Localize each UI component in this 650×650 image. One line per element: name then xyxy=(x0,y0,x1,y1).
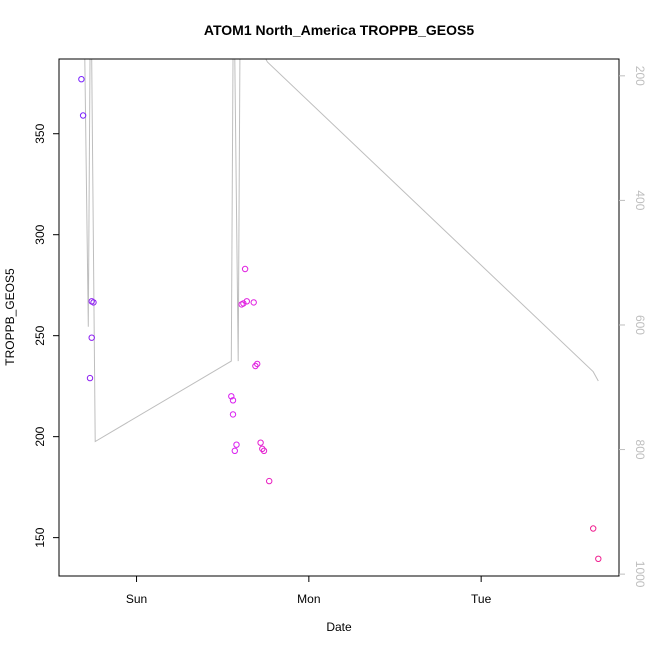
data-point xyxy=(233,441,240,448)
data-point xyxy=(259,445,266,452)
y-tick-label: 350 xyxy=(33,123,47,143)
x-tick-label: Tue xyxy=(471,592,492,606)
data-point xyxy=(257,439,264,446)
y2-tick-label: 1000 xyxy=(633,561,647,588)
series-line xyxy=(83,59,599,443)
data-point xyxy=(229,411,237,418)
data-point xyxy=(228,393,235,400)
y-tick-label: 300 xyxy=(33,224,47,244)
y-axis: 150 200 250 300 350 xyxy=(33,123,59,548)
chart-title: ATOM1 North_America TROPPB_GEOS5 xyxy=(204,22,474,38)
x-tick-label: Sun xyxy=(126,592,147,606)
x-axis-label: Date xyxy=(326,620,352,634)
points-layer xyxy=(78,76,602,562)
data-point xyxy=(78,76,85,83)
data-point xyxy=(254,360,261,368)
y2-tick-label: 400 xyxy=(633,190,647,210)
data-point xyxy=(79,112,87,119)
data-point xyxy=(266,477,273,485)
data-point xyxy=(260,447,268,454)
data-point xyxy=(243,298,251,305)
y-axis-label: TROPPB_GEOS5 xyxy=(3,268,17,366)
data-point xyxy=(238,301,245,308)
plot-frame xyxy=(58,58,620,577)
y2-tick-label: 600 xyxy=(633,315,647,335)
x-axis: Sun Mon Tue xyxy=(126,576,492,606)
data-point xyxy=(229,397,237,404)
data-point xyxy=(241,265,249,273)
data-point xyxy=(595,555,602,562)
y2-tick-label: 800 xyxy=(633,440,647,460)
x-tick-label: Mon xyxy=(297,592,320,606)
data-point xyxy=(590,525,597,532)
data-point xyxy=(86,374,94,382)
data-point xyxy=(88,334,95,341)
line-series xyxy=(83,59,599,443)
data-point xyxy=(231,447,239,454)
y-tick-label: 250 xyxy=(33,325,47,345)
data-point xyxy=(250,299,257,306)
y-tick-label: 200 xyxy=(33,426,47,446)
y2-tick-label: 200 xyxy=(633,66,647,86)
y2-axis: 200 400 600 800 1000 xyxy=(619,66,647,588)
y-tick-label: 150 xyxy=(33,527,47,547)
data-point xyxy=(90,299,97,306)
